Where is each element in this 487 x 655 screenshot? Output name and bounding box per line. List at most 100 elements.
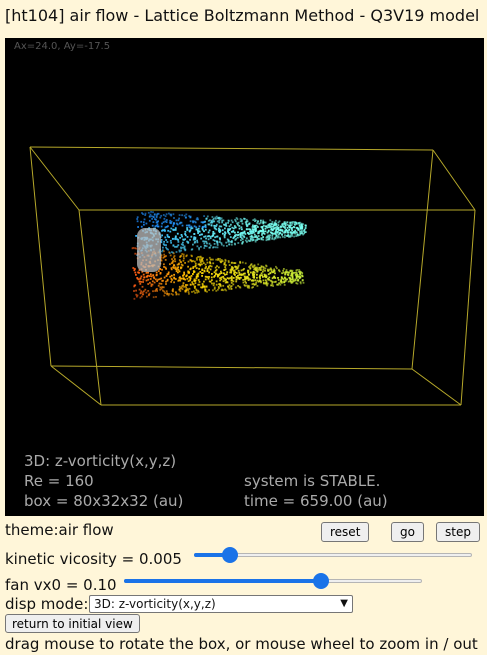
vorticity-particle: [243, 230, 246, 233]
vorticity-particle: [192, 283, 195, 286]
vorticity-particle: [248, 228, 250, 231]
vorticity-particle: [220, 270, 222, 273]
vorticity-particle: [300, 222, 303, 225]
vorticity-particle: [268, 237, 271, 240]
vorticity-particle: [279, 236, 282, 239]
vorticity-particle: [156, 213, 158, 216]
vorticity-particle: [255, 281, 258, 284]
vorticity-particle: [247, 271, 250, 273]
vorticity-particle: [290, 278, 293, 281]
vorticity-particle: [231, 268, 234, 271]
vorticity-particle: [283, 281, 286, 284]
vorticity-particle: [174, 258, 176, 260]
vorticity-particle: [284, 277, 287, 280]
go-button[interactable]: go: [391, 522, 424, 542]
reset-button[interactable]: reset: [321, 522, 370, 542]
vorticity-particle: [204, 235, 207, 238]
vorticity-particle: [277, 221, 280, 224]
step-button[interactable]: step: [436, 522, 480, 542]
vorticity-particle: [150, 215, 153, 218]
vorticity-particle: [140, 275, 143, 278]
vorticity-particle: [196, 245, 199, 248]
vorticity-particle: [213, 275, 215, 278]
vorticity-particle: [201, 282, 204, 285]
fan-speed-slider[interactable]: [124, 573, 422, 589]
vorticity-particle: [203, 221, 205, 223]
vorticity-particle: [288, 271, 291, 274]
vorticity-particle: [140, 290, 143, 293]
vorticity-particle: [179, 279, 182, 282]
viscosity-slider-thumb[interactable]: [222, 547, 239, 563]
vorticity-particle: [209, 246, 211, 249]
vorticity-particle: [197, 232, 199, 234]
vorticity-particle: [217, 288, 219, 291]
viscosity-slider[interactable]: [194, 547, 472, 563]
vorticity-particle: [191, 291, 193, 293]
vorticity-particle: [263, 221, 265, 224]
vorticity-particle: [222, 232, 224, 235]
vorticity-particle: [215, 283, 218, 286]
vorticity-particle: [286, 229, 289, 232]
vorticity-particle: [230, 230, 233, 233]
vorticity-particle: [180, 254, 182, 257]
vorticity-particle: [177, 239, 180, 241]
vorticity-particle: [151, 280, 154, 283]
vorticity-particle: [180, 243, 183, 246]
vorticity-particle: [190, 248, 193, 251]
vorticity-particle: [199, 261, 202, 264]
vorticity-particle: [216, 265, 218, 267]
vorticity-particle: [218, 221, 221, 224]
vorticity-particle: [259, 221, 262, 224]
vorticity-particle: [199, 263, 202, 266]
vorticity-particle: [282, 269, 284, 272]
vorticity-particle: [262, 228, 264, 231]
vorticity-particle: [186, 240, 188, 243]
vorticity-particle: [218, 283, 220, 286]
vorticity-particle: [251, 265, 254, 267]
vorticity-particle: [249, 232, 252, 235]
vorticity-particle: [182, 255, 185, 258]
vorticity-particle: [215, 280, 218, 283]
disp-mode-select[interactable]: 3D: z-vorticity(x,y,z) ▼: [89, 595, 353, 613]
vorticity-particle: [175, 219, 178, 222]
simulation-canvas[interactable]: Ax=24.0, Ay=-17.5 3D: z-vorticity(x,y,z)…: [5, 38, 484, 516]
vorticity-particle: [255, 266, 258, 269]
vorticity-particle: [170, 220, 173, 223]
vorticity-particle: [260, 265, 263, 268]
vorticity-particle: [187, 280, 190, 282]
vorticity-particle: [185, 213, 188, 216]
vorticity-particle: [223, 272, 225, 275]
vorticity-particle: [271, 232, 273, 235]
vorticity-particle: [283, 268, 285, 270]
vorticity-particle: [254, 267, 256, 270]
vorticity-particle: [170, 251, 173, 253]
vorticity-particle: [166, 293, 169, 295]
vorticity-particle: [203, 286, 206, 289]
vorticity-particle: [272, 285, 274, 287]
vorticity-particle: [237, 264, 240, 267]
vorticity-particle: [244, 262, 247, 265]
vorticity-particle: [284, 222, 287, 225]
vorticity-particle: [271, 223, 274, 225]
vorticity-particle: [169, 263, 171, 266]
fan-speed-slider-thumb[interactable]: [312, 573, 329, 589]
vorticity-particle: [210, 224, 213, 226]
vorticity-particle: [277, 277, 279, 279]
vorticity-particle: [182, 244, 184, 246]
vorticity-particle: [213, 232, 216, 235]
vorticity-particle: [241, 219, 243, 221]
vorticity-particle: [283, 222, 286, 225]
vorticity-particle: [267, 270, 270, 272]
vorticity-particle: [218, 219, 221, 222]
vorticity-particle: [294, 271, 297, 274]
vorticity-particle: [252, 282, 255, 285]
return-to-initial-view-button[interactable]: return to initial view: [5, 614, 140, 633]
vorticity-particle: [173, 276, 175, 279]
vorticity-particle: [235, 233, 237, 236]
vorticity-particle: [245, 282, 247, 284]
vorticity-particle: [146, 275, 148, 278]
vorticity-particle: [298, 269, 301, 271]
vorticity-particle: [284, 229, 287, 232]
vorticity-particle: [264, 230, 267, 233]
vorticity-particle: [162, 221, 165, 224]
